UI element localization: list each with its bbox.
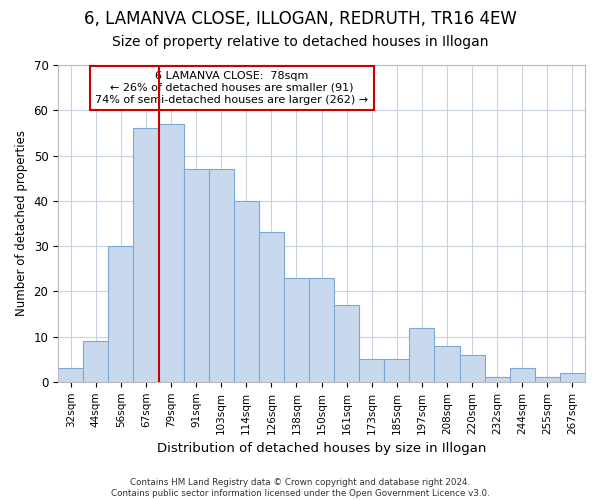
Bar xyxy=(184,169,209,382)
Bar xyxy=(234,201,259,382)
Bar xyxy=(334,305,359,382)
Bar xyxy=(409,328,434,382)
Text: Contains HM Land Registry data © Crown copyright and database right 2024.
Contai: Contains HM Land Registry data © Crown c… xyxy=(110,478,490,498)
Bar xyxy=(460,354,485,382)
Bar xyxy=(58,368,83,382)
Bar xyxy=(309,278,334,382)
Bar xyxy=(560,373,585,382)
Bar xyxy=(359,359,384,382)
Text: Size of property relative to detached houses in Illogan: Size of property relative to detached ho… xyxy=(112,35,488,49)
Bar xyxy=(284,278,309,382)
Bar xyxy=(83,341,109,382)
Bar xyxy=(535,378,560,382)
X-axis label: Distribution of detached houses by size in Illogan: Distribution of detached houses by size … xyxy=(157,442,486,455)
Bar xyxy=(158,124,184,382)
Y-axis label: Number of detached properties: Number of detached properties xyxy=(15,130,28,316)
Bar xyxy=(133,128,158,382)
Bar xyxy=(109,246,133,382)
Text: 6 LAMANVA CLOSE:  78sqm
← 26% of detached houses are smaller (91)
74% of semi-de: 6 LAMANVA CLOSE: 78sqm ← 26% of detached… xyxy=(95,72,368,104)
Bar xyxy=(209,169,234,382)
Bar xyxy=(259,232,284,382)
Text: 6, LAMANVA CLOSE, ILLOGAN, REDRUTH, TR16 4EW: 6, LAMANVA CLOSE, ILLOGAN, REDRUTH, TR16… xyxy=(83,10,517,28)
Bar xyxy=(510,368,535,382)
Bar xyxy=(384,359,409,382)
Bar xyxy=(485,378,510,382)
Bar xyxy=(434,346,460,382)
